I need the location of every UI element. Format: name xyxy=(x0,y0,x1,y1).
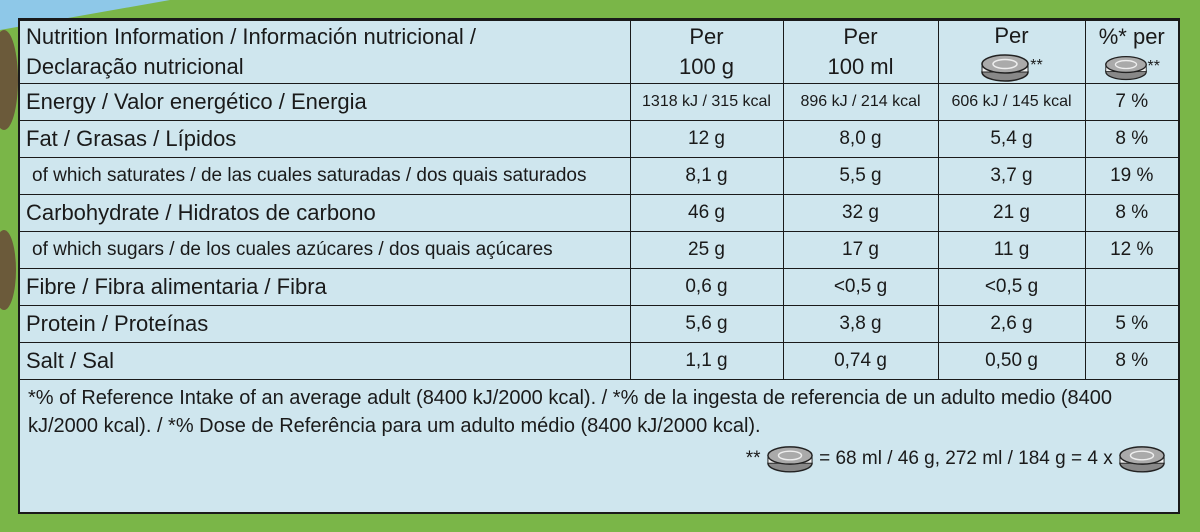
header-mark: ** xyxy=(1030,57,1043,74)
nutrient-value: 21 g xyxy=(937,193,1086,232)
nutrient-name: Salt / Sal xyxy=(20,341,631,380)
header-title: Nutrition Information / Información nutr… xyxy=(20,20,631,84)
nutrient-row: of which saturates / de las cuales satur… xyxy=(20,156,1178,195)
nutrient-value: 11 g xyxy=(937,230,1086,269)
header-label: Per xyxy=(994,23,1029,48)
sandwich-icon xyxy=(1104,56,1147,81)
nutrient-value: 25 g xyxy=(629,230,784,269)
serving-line: ** = 68 ml / 46 g, 272 ml / 184 g = 4 x xyxy=(20,444,1178,474)
nutrient-value: 8,1 g xyxy=(629,156,784,195)
nutrient-name: Protein / Proteínas xyxy=(20,304,631,343)
header-serving: ** xyxy=(1092,52,1173,82)
header-label: Per xyxy=(843,23,878,49)
nutrient-value: <0,5 g xyxy=(937,267,1086,306)
header-serving: ** xyxy=(945,51,1079,82)
header-cell: Per ** xyxy=(937,20,1086,84)
nutrient-value: 0,50 g xyxy=(937,341,1086,380)
nutrient-value: 896 kJ / 214 kcal xyxy=(782,82,939,121)
nutrient-row: Carbohydrate / Hidratos de carbono 46 g 32… xyxy=(20,193,1178,232)
nutrient-value xyxy=(1084,267,1178,306)
sandwich-icon xyxy=(981,53,1030,82)
nutrient-value: 5,5 g xyxy=(782,156,939,195)
nutrient-name: of which sugars / de los cuales azúcares… xyxy=(20,230,631,269)
nutrient-value: 8 % xyxy=(1084,119,1178,158)
serving-text: = 68 ml / 46 g, 272 ml / 184 g = 4 x xyxy=(819,447,1113,469)
nutrient-value: 12 % xyxy=(1084,230,1178,269)
header-title-line: Nutrition Information / Información nutr… xyxy=(26,23,476,49)
nutrient-row: of which sugars / de los cuales azúcares… xyxy=(20,230,1178,269)
header-label: 100 ml xyxy=(827,53,894,79)
header-cell: %* per ** xyxy=(1084,20,1178,84)
header-label: %* per xyxy=(1098,23,1165,49)
nutrition-panel: Nutrition Information / Información nutr… xyxy=(18,18,1180,514)
nutrition-table: Nutrition Information / Información nutr… xyxy=(20,20,1178,380)
header-mark: ** xyxy=(1147,57,1160,75)
serving-mark: ** xyxy=(745,447,761,469)
nutrient-value: 17 g xyxy=(782,230,939,269)
sandwich-icon xyxy=(767,445,813,473)
nutrient-value: 5 % xyxy=(1084,304,1178,343)
nutrient-value: 5,6 g xyxy=(629,304,784,343)
nutrient-value: 46 g xyxy=(629,193,784,232)
header-label: 100 g xyxy=(678,53,735,79)
nutrient-value: 1,1 g xyxy=(629,341,784,380)
header-cell: Per 100 g xyxy=(629,20,784,84)
nutrient-value: 7 % xyxy=(1084,82,1178,121)
nutrient-value: 3,7 g xyxy=(937,156,1086,195)
header-row: Nutrition Information / Información nutr… xyxy=(20,20,1178,84)
nutrient-value: 1318 kJ / 315 kcal xyxy=(629,82,784,121)
nutrient-name: of which saturates / de las cuales satur… xyxy=(20,156,631,195)
footnote: *% of Reference Intake of an average adu… xyxy=(28,386,1113,437)
nutrient-value: 2,6 g xyxy=(937,304,1086,343)
header-label: Per xyxy=(689,23,724,49)
nutrient-value: <0,5 g xyxy=(782,267,939,306)
nutrient-value: 8,0 g xyxy=(782,119,939,158)
sandwich-icon xyxy=(1119,445,1165,473)
nutrient-name: Energy / Valor energético / Energia xyxy=(20,82,631,121)
nutrient-row: Fibre / Fibra alimentaria / Fibra 0,6 g <0… xyxy=(20,267,1178,306)
nutrient-value: 8 % xyxy=(1084,193,1178,232)
nutrient-value: 0,6 g xyxy=(629,267,784,306)
nutrient-row: Energy / Valor energético / Energia 1318 … xyxy=(20,82,1178,121)
nutrient-value: 19 % xyxy=(1084,156,1178,195)
nutrient-value: 606 kJ / 145 kcal xyxy=(937,82,1086,121)
nutrient-value: 12 g xyxy=(629,119,784,158)
nutrient-value: 3,8 g xyxy=(782,304,939,343)
nutrient-name: Fibre / Fibra alimentaria / Fibra xyxy=(20,267,631,306)
header-title-line: Declaração nutricional xyxy=(26,53,244,79)
header-cell: Per 100 ml xyxy=(782,20,939,84)
nutrient-value: 5,4 g xyxy=(937,119,1086,158)
nutrient-name: Fat / Grasas / Lípidos xyxy=(20,119,631,158)
nutrient-value: 32 g xyxy=(782,193,939,232)
nutrient-value: 8 % xyxy=(1084,341,1178,380)
nutrient-value: 0,74 g xyxy=(782,341,939,380)
nutrient-name: Carbohydrate / Hidratos de carbono xyxy=(20,193,631,232)
